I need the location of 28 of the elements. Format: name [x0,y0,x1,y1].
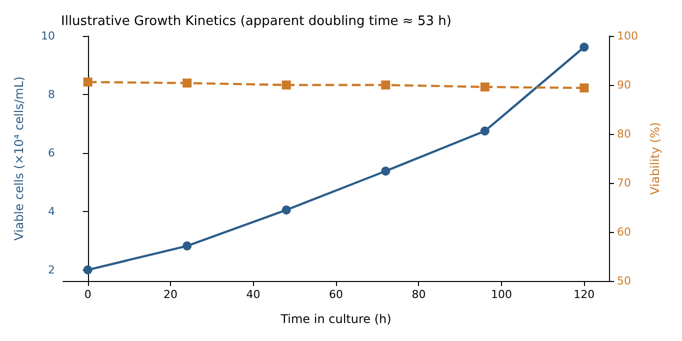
point [381,166,390,176]
chart-title: Illustrative Growth Kinetics (apparent doubling time ≈ 53 h) [61,14,452,29]
point [282,205,291,214]
y2-tick-label: 50 [617,274,631,288]
y2-axis-title: Viability (%) [648,122,662,195]
y-tick-label: 2 [48,263,55,276]
y-tick-label: 8 [48,88,55,101]
y2-tick-label: 70 [617,176,631,190]
point [182,241,192,250]
x-tick-label: 80 [412,288,426,301]
x-tick-label: 40 [246,288,260,301]
y-tick-label: 6 [48,146,55,160]
y-tick-label: 4 [48,204,55,218]
x-tick-label: 0 [84,288,92,301]
y-axis-title: Viable cells (×10⁴ cells/mL) [12,76,26,241]
y2-tick-label: 60 [617,226,631,238]
x-tick-label: 20 [164,288,178,301]
x-tick-label: 100 [490,288,512,301]
y2-tick-label: 100 [617,30,638,42]
x-tick-label: 120 [574,288,595,301]
point [83,265,92,274]
y2-tick-label: 90 [617,78,631,92]
point [580,42,589,52]
y-tick-label: 10 [41,30,55,42]
point [480,126,490,136]
x-tick-label: 60 [329,288,343,301]
x-axis-title: Time in culture (h) [280,312,392,326]
y2-tick-label: 80 [617,128,631,140]
